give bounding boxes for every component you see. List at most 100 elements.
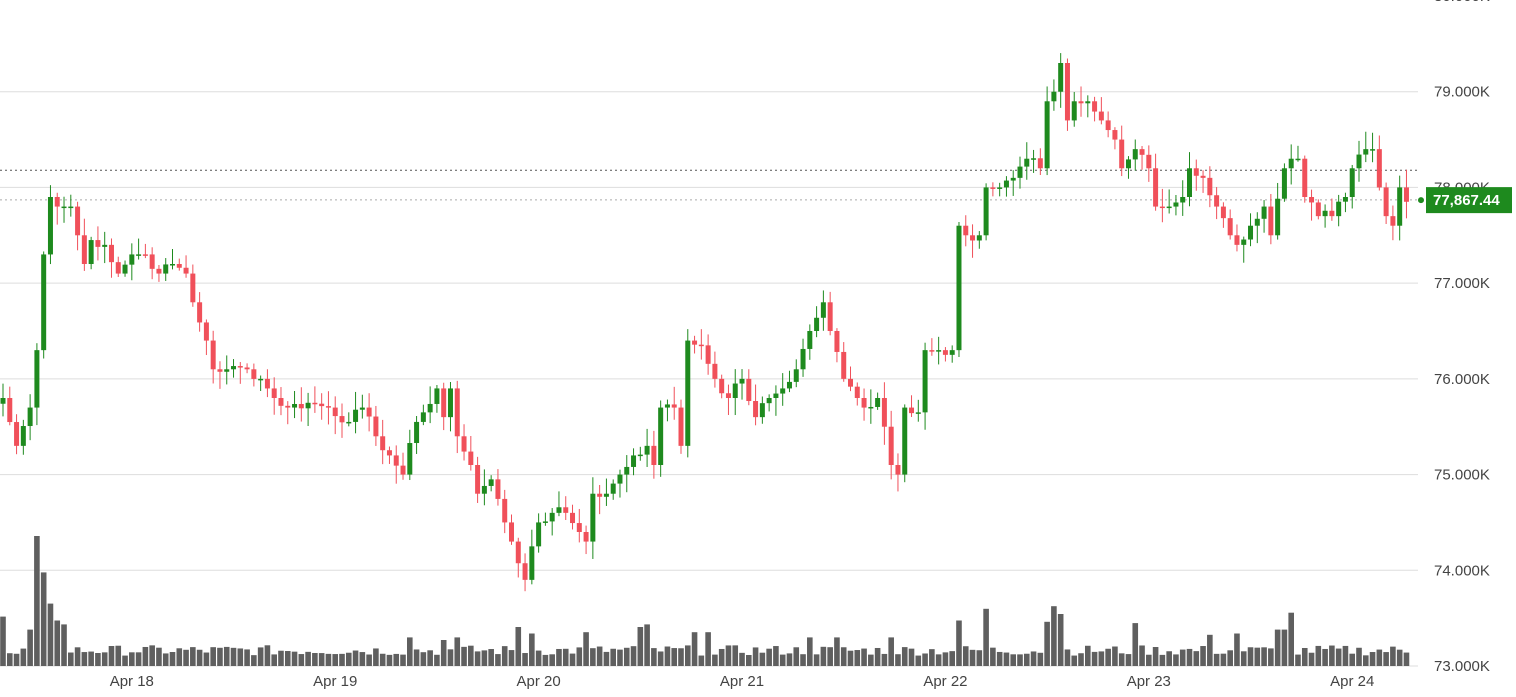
volume-bar: [400, 654, 406, 666]
candle-body: [515, 541, 521, 564]
last-price-label: 77,867.44: [1433, 192, 1500, 209]
volume-bar: [468, 645, 474, 666]
candle-body: [590, 493, 596, 542]
volume-bar: [440, 640, 447, 666]
last-price-tag-background: [1426, 187, 1512, 214]
candle-body: [366, 407, 372, 417]
candle-body: [1003, 180, 1009, 188]
candle-body: [983, 187, 989, 236]
volume-bar: [1261, 647, 1267, 666]
candle-body: [258, 378, 264, 381]
volume-bar: [1329, 645, 1335, 666]
candle-body: [461, 436, 467, 452]
volume-bar: [705, 632, 711, 666]
candle-body: [678, 407, 684, 446]
candle-body: [827, 302, 833, 331]
volume-bar: [461, 646, 467, 666]
candle-body: [183, 267, 189, 274]
candle-body: [549, 512, 555, 522]
candle-body: [129, 254, 135, 265]
volume-bar: [766, 648, 772, 666]
candle-body: [1173, 202, 1179, 207]
candle-body: [1322, 210, 1328, 217]
candle-body: [936, 350, 942, 352]
volume-bar: [732, 645, 739, 666]
volume-bar: [739, 652, 745, 666]
volume-bars: [0, 536, 1410, 666]
volume-bar: [888, 637, 894, 666]
volume-bar: [962, 646, 969, 666]
x-tick-label: Apr 22: [923, 673, 967, 690]
volume-bar: [162, 653, 169, 666]
volume-bar: [1288, 612, 1294, 666]
volume-bar: [1030, 651, 1037, 666]
candle-body: [563, 507, 569, 513]
candle-body: [339, 416, 345, 423]
volume-bar: [990, 647, 996, 666]
volume-bar: [793, 647, 800, 666]
candle-body: [929, 350, 935, 352]
volume-bar: [434, 654, 440, 666]
volume-bar: [20, 648, 27, 666]
volume-bar: [481, 650, 488, 666]
candle-body: [834, 331, 840, 352]
volume-bar: [1010, 654, 1017, 666]
volume-bar: [156, 647, 162, 666]
volume-bar: [773, 646, 779, 666]
candle-body: [142, 254, 148, 256]
y-tick-label: 80.000K: [1434, 0, 1490, 5]
candle-body: [319, 403, 325, 407]
volume-bar: [1281, 629, 1288, 666]
volume-bar: [813, 654, 820, 666]
candle-body: [671, 404, 677, 408]
volume-bar: [251, 655, 257, 666]
volume-bar: [447, 649, 454, 666]
volume-bar: [61, 624, 67, 666]
volume-bar: [149, 645, 155, 666]
volume-bar: [956, 620, 962, 666]
candle-body: [170, 264, 175, 266]
volume-bar: [1179, 649, 1186, 666]
volume-bar: [908, 648, 915, 666]
candle-body: [1315, 202, 1321, 217]
candle-body: [217, 369, 223, 372]
volume-bar: [1335, 648, 1342, 666]
volume-bar: [718, 648, 725, 666]
candle-body: [1010, 177, 1016, 181]
candle-body: [386, 450, 392, 456]
candle-body: [122, 264, 128, 274]
volume-bar: [68, 652, 74, 666]
candle-body: [1105, 120, 1111, 131]
volume-bar: [427, 650, 433, 666]
candle-body: [861, 398, 867, 408]
volume-bar: [983, 608, 989, 666]
x-tick-label: Apr 18: [110, 673, 154, 690]
volume-bar: [996, 651, 1003, 666]
volume-bar: [569, 653, 576, 666]
volume-bar: [657, 651, 664, 666]
volume-bar: [542, 654, 549, 666]
volume-bar: [81, 652, 88, 666]
candle-body: [251, 369, 257, 379]
candle-body: [909, 407, 915, 414]
y-tick-label: 75.000K: [1434, 467, 1490, 484]
candle-body: [875, 398, 881, 407]
candle-body: [583, 532, 589, 542]
volume-bar: [644, 624, 650, 666]
candle-body: [1153, 168, 1159, 207]
volume-bar: [305, 651, 311, 666]
candle-body: [1275, 198, 1281, 236]
candle-body: [888, 426, 894, 465]
candle-body: [400, 465, 406, 475]
volume-bar: [922, 653, 928, 666]
volume-bar: [840, 647, 847, 666]
candle-body: [108, 244, 114, 263]
volume-bar: [562, 648, 569, 666]
candle-body: [203, 322, 209, 341]
volume-bar: [807, 637, 813, 666]
volume-bar: [169, 652, 176, 666]
candle-body: [488, 479, 494, 486]
candle-body: [719, 378, 725, 394]
candle-body: [7, 398, 13, 423]
candle-body: [800, 348, 806, 370]
